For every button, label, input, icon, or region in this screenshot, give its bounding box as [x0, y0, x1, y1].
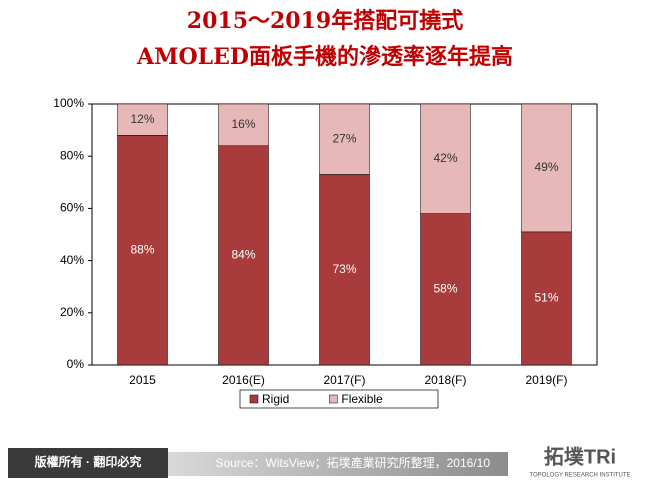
legend-label: Rigid	[262, 392, 289, 406]
copyright-box	[8, 448, 168, 478]
chart-title: 2015～2019年搭配可撓式	[187, 8, 463, 34]
data-label: 27%	[332, 131, 356, 145]
bar-segment	[218, 103, 269, 147]
logo: 拓墣TRi	[544, 445, 616, 468]
logo-subtitle: TOPOLOGY RESEARCH INSTITUTE	[529, 473, 630, 479]
copyright: 版權所有 · 翻印必究	[35, 454, 142, 469]
data-label: 12%	[130, 112, 154, 126]
legend-swatch	[249, 394, 259, 404]
data-label: 49%	[534, 160, 558, 174]
data-label: 73%	[332, 262, 356, 276]
bar-segment	[420, 103, 471, 214]
x-tick-label: 2018(F)	[424, 373, 466, 387]
legend-box	[239, 389, 439, 409]
x-tick-label: 2019(F)	[525, 373, 567, 387]
legend-swatch	[329, 394, 338, 404]
y-tick-label: 60%	[60, 201, 84, 215]
legend-label: Flexible	[341, 392, 383, 406]
y-tick-label: 80%	[60, 148, 84, 162]
data-label: 58%	[433, 281, 457, 295]
bar-segment	[117, 103, 168, 136]
bar-segment	[319, 174, 370, 366]
y-tick-label: 0%	[67, 357, 85, 371]
x-tick-label: 2017(F)	[323, 373, 365, 387]
y-tick-label: 20%	[60, 305, 84, 319]
data-label: 16%	[231, 117, 255, 131]
y-tick-label: 100%	[53, 96, 84, 110]
y-tick-label: 40%	[60, 253, 84, 267]
data-label: 88%	[130, 242, 154, 256]
bar-segment	[218, 145, 269, 366]
chart-title: AMOLED面板手機的滲透率逐年提高	[136, 44, 513, 70]
bar-segment	[117, 135, 168, 366]
data-label: 42%	[433, 151, 457, 165]
x-tick-label: 2015	[129, 373, 156, 387]
bar-segment	[420, 213, 471, 366]
bar-segment	[521, 103, 572, 233]
source-bar	[168, 452, 508, 476]
bar-segment	[521, 231, 572, 366]
x-tick-label: 2016(E)	[222, 373, 265, 387]
data-label: 84%	[231, 248, 255, 262]
source: Source：WitsView；拓墣產業研究所整理，2016/10	[215, 455, 490, 470]
data-label: 51%	[534, 291, 558, 305]
bar-segment	[319, 103, 370, 175]
